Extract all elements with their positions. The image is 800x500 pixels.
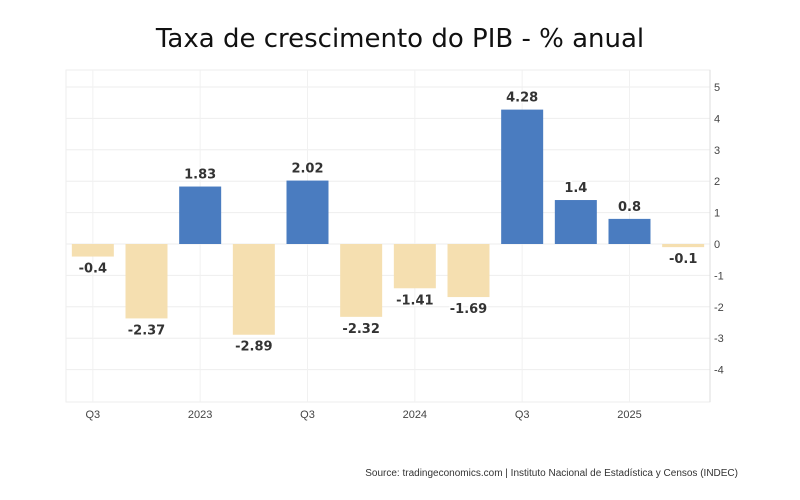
y-tick-label: 5 <box>714 82 720 94</box>
x-tick-label: Q3 <box>300 409 315 421</box>
value-label: 1.83 <box>184 168 216 183</box>
y-tick-label: 4 <box>714 113 720 125</box>
y-tick-label: -3 <box>714 333 724 345</box>
y-tick-label: 0 <box>714 239 720 251</box>
y-tick-label: -1 <box>714 270 724 282</box>
bar <box>501 109 544 244</box>
value-label: 1.4 <box>564 181 587 196</box>
bars <box>71 109 705 335</box>
y-axis-ticks: 5 4 3 2 1 0 -1 -2 -3 -4 <box>714 82 724 377</box>
y-tick-label: 2 <box>714 176 720 188</box>
bar <box>71 244 114 257</box>
bar <box>608 218 651 244</box>
x-tick-label: Q3 <box>515 409 530 421</box>
value-label: 2.02 <box>291 162 323 177</box>
x-tick-label: 2023 <box>188 409 212 421</box>
bar <box>340 244 383 317</box>
y-tick-label: -2 <box>714 302 724 314</box>
y-tick-label: 1 <box>714 208 720 220</box>
source-note: Source: tradingeconomics.com | Instituto… <box>365 468 738 479</box>
value-label: -1.41 <box>396 293 433 308</box>
y-tick-label: -4 <box>714 365 724 377</box>
bar-chart: -0.4 -2.37 1.83 -2.89 2.02 -2.32 -1.41 -1.69 4.2… <box>65 69 724 421</box>
chart-title: Taxa de crescimento do PIB - % anual <box>155 24 645 54</box>
y-tick-label: 3 <box>714 145 720 157</box>
bar <box>662 244 705 248</box>
value-label: -2.37 <box>128 323 165 338</box>
x-tick-label: 2024 <box>403 409 427 421</box>
value-label: -2.89 <box>235 340 272 355</box>
x-tick-label: 2025 <box>617 409 641 421</box>
bar <box>232 244 275 335</box>
bar <box>179 186 222 244</box>
x-tick-label: Q3 <box>85 409 100 421</box>
value-label: -1.69 <box>450 302 487 317</box>
value-label: -2.32 <box>342 322 379 337</box>
bar <box>286 180 329 244</box>
value-label: -0.4 <box>79 262 107 277</box>
value-label: 0.8 <box>618 200 641 215</box>
bar <box>554 200 597 244</box>
value-labels: -0.4 -2.37 1.83 -2.89 2.02 -2.32 -1.41 -1.69 4.2… <box>77 89 699 356</box>
value-label: -0.1 <box>669 252 697 267</box>
bar <box>393 244 436 289</box>
bar <box>447 244 490 298</box>
value-label: 4.28 <box>506 91 538 106</box>
plot-area <box>65 69 711 403</box>
x-axis-ticks: Q3 2023 Q3 2024 Q3 2025 <box>85 409 641 421</box>
bar <box>125 244 168 319</box>
